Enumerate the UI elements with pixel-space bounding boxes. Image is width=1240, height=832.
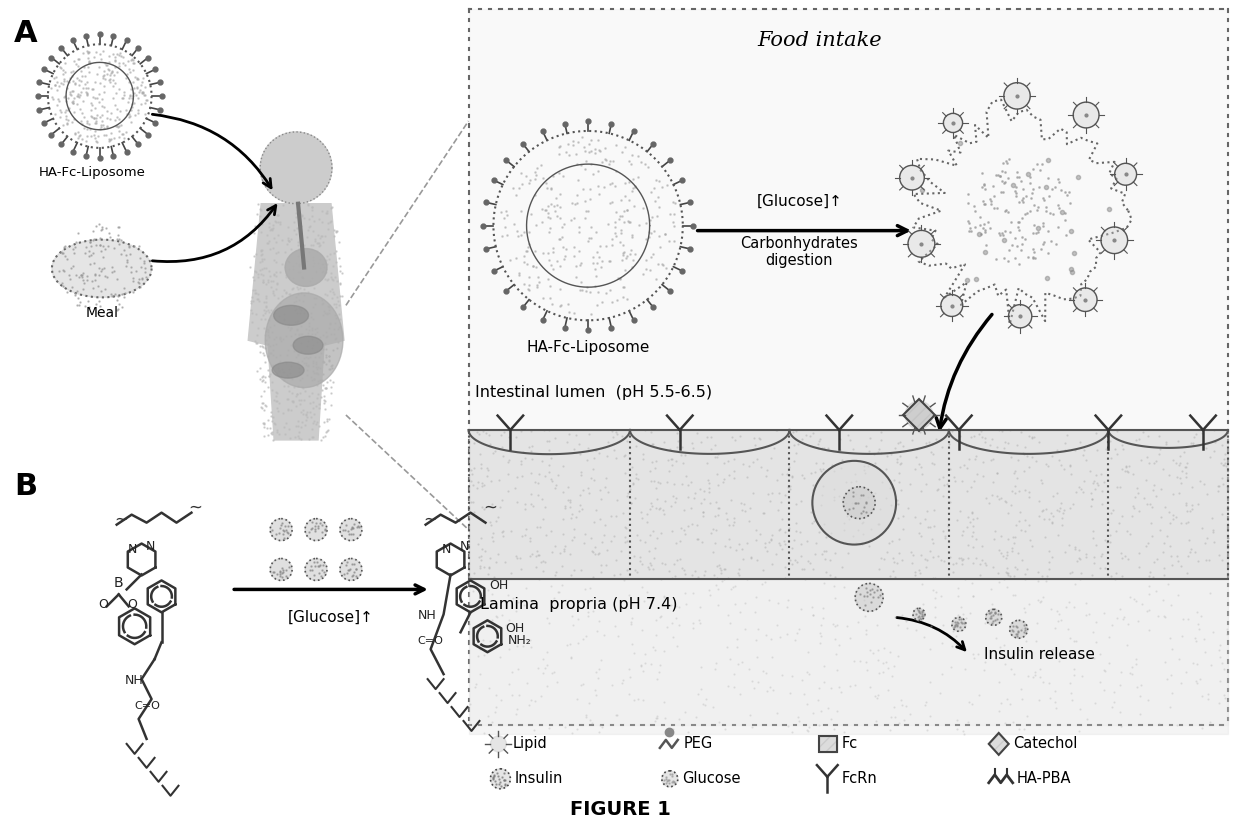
Circle shape xyxy=(491,769,511,789)
Text: PEG: PEG xyxy=(683,736,713,751)
Text: ~: ~ xyxy=(188,498,202,517)
Ellipse shape xyxy=(52,240,151,297)
Circle shape xyxy=(662,770,678,787)
Circle shape xyxy=(1115,163,1137,186)
Text: FIGURE 1: FIGURE 1 xyxy=(569,800,671,819)
Text: B: B xyxy=(114,577,124,591)
Circle shape xyxy=(900,166,924,190)
Text: O: O xyxy=(128,598,138,612)
Text: B: B xyxy=(14,472,37,501)
Text: N: N xyxy=(146,540,155,552)
Circle shape xyxy=(944,113,962,132)
Circle shape xyxy=(1008,305,1032,328)
Bar xyxy=(820,736,837,752)
Circle shape xyxy=(843,487,875,518)
Text: N: N xyxy=(128,542,138,556)
Circle shape xyxy=(1101,227,1127,254)
Bar xyxy=(469,430,1228,579)
Circle shape xyxy=(340,518,362,541)
Circle shape xyxy=(340,558,362,581)
Bar xyxy=(469,9,1228,725)
Circle shape xyxy=(1004,82,1030,109)
Text: Catechol: Catechol xyxy=(1013,736,1078,751)
Text: HA-Fc-Liposome: HA-Fc-Liposome xyxy=(527,340,650,355)
Circle shape xyxy=(856,583,883,612)
Circle shape xyxy=(260,132,332,204)
Circle shape xyxy=(913,608,925,621)
Circle shape xyxy=(491,736,506,752)
Ellipse shape xyxy=(293,336,322,354)
Text: ~: ~ xyxy=(114,511,129,528)
Ellipse shape xyxy=(272,362,304,378)
Ellipse shape xyxy=(285,249,327,286)
Text: NH: NH xyxy=(418,609,436,622)
Ellipse shape xyxy=(274,305,309,325)
Text: C=O: C=O xyxy=(418,636,444,646)
Circle shape xyxy=(305,518,327,541)
Text: NH₂: NH₂ xyxy=(507,634,531,647)
Text: O: O xyxy=(98,598,108,612)
Circle shape xyxy=(941,295,962,316)
Text: OH: OH xyxy=(490,579,508,592)
Text: ~: ~ xyxy=(484,498,497,517)
Circle shape xyxy=(952,617,966,631)
Text: Fc: Fc xyxy=(841,736,858,751)
Text: Food intake: Food intake xyxy=(756,32,882,50)
Text: Lipid: Lipid xyxy=(512,736,547,751)
Polygon shape xyxy=(903,399,935,431)
Circle shape xyxy=(1074,102,1099,128)
Text: C=O: C=O xyxy=(135,701,160,711)
Circle shape xyxy=(812,461,897,545)
Circle shape xyxy=(986,609,1002,626)
Circle shape xyxy=(270,558,293,581)
Text: OH: OH xyxy=(506,622,525,636)
Text: Insulin release: Insulin release xyxy=(983,646,1095,661)
Bar xyxy=(820,736,837,752)
Text: HA-PBA: HA-PBA xyxy=(1017,771,1071,786)
Text: N: N xyxy=(460,540,469,552)
Text: FcRn: FcRn xyxy=(841,771,877,786)
Circle shape xyxy=(1074,288,1097,311)
Text: Intestinal lumen  (pH 5.5-6.5): Intestinal lumen (pH 5.5-6.5) xyxy=(475,385,713,400)
Text: HA-Fc-Liposome: HA-Fc-Liposome xyxy=(38,166,145,179)
Text: ~: ~ xyxy=(424,511,438,528)
Circle shape xyxy=(908,230,935,257)
Text: N: N xyxy=(441,542,451,556)
Text: Insulin: Insulin xyxy=(515,771,563,786)
Text: A: A xyxy=(14,19,37,48)
Text: [Glucose]↑: [Glucose]↑ xyxy=(288,609,374,624)
Polygon shape xyxy=(988,733,1008,755)
Text: Meal: Meal xyxy=(86,306,118,320)
Text: Glucose: Glucose xyxy=(682,771,740,786)
Circle shape xyxy=(905,401,932,429)
Ellipse shape xyxy=(265,293,343,388)
Text: [Glucose]↑: [Glucose]↑ xyxy=(756,194,842,209)
Circle shape xyxy=(270,518,293,541)
Bar xyxy=(469,579,1228,734)
Text: Carbonhydrates
digestion: Carbonhydrates digestion xyxy=(740,235,858,268)
Text: Lamina  propria (pH 7.4): Lamina propria (pH 7.4) xyxy=(480,597,678,612)
Circle shape xyxy=(305,558,327,581)
Polygon shape xyxy=(248,204,343,440)
Text: NH: NH xyxy=(125,674,144,687)
Circle shape xyxy=(1009,621,1028,638)
